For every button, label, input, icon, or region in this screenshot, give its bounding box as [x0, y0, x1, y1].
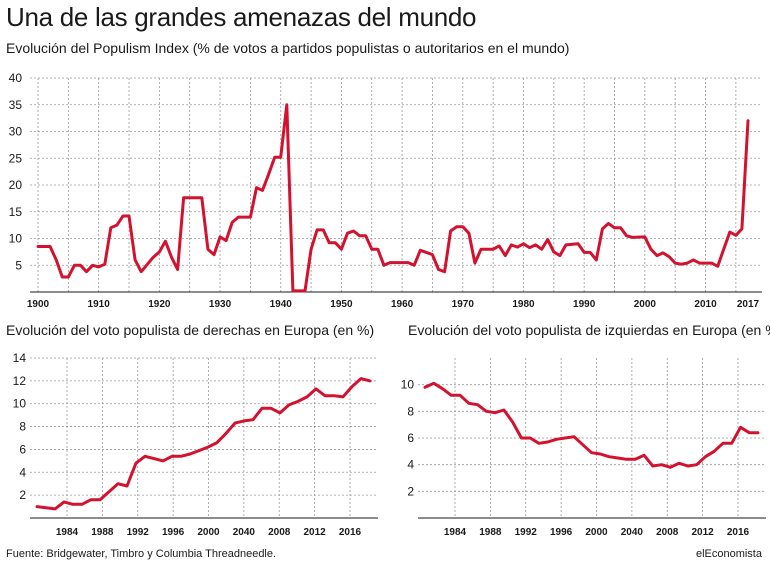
x-tick-label: 1988 [91, 527, 114, 538]
x-tick-label: 1970 [452, 299, 475, 310]
x-tick-label: 2008 [656, 527, 679, 538]
x-tick-label: 1990 [573, 299, 596, 310]
y-tick-label: 6 [19, 442, 26, 456]
x-tick-label: 2000 [197, 527, 220, 538]
y-tick-label: 4 [19, 465, 26, 479]
x-tick-label: 1996 [550, 527, 573, 538]
y-tick-label: 35 [9, 98, 23, 112]
chart-subtitle: Evolución del Populism Index (% de votos… [6, 40, 570, 56]
y-tick-label: 8 [407, 404, 414, 418]
source-note: Fuente: Bridgewater, Timbro y Columbia T… [6, 548, 277, 560]
x-tick-label: 1950 [330, 299, 353, 310]
chart-title: Una de las grandes amenazas del mundo [6, 2, 477, 32]
x-tick-label: 2016 [727, 527, 750, 538]
x-tick-label: 1910 [88, 299, 111, 310]
x-tick-label: 1930 [209, 299, 232, 310]
x-tick-label: 1996 [162, 527, 185, 538]
x-tick-label: 2017 [737, 299, 760, 310]
x-tick-label: 2000 [634, 299, 657, 310]
y-tick-label: 8 [19, 420, 26, 434]
y-tick-label: 40 [9, 71, 23, 85]
y-tick-label: 15 [9, 205, 23, 219]
x-tick-label: 2040 [233, 527, 256, 538]
left-wing-chart-title: Evolución del voto populista de izquierd… [408, 322, 770, 338]
x-tick-label: 1920 [148, 299, 171, 310]
y-tick-label: 5 [15, 258, 22, 272]
x-tick-label: 2000 [585, 527, 608, 538]
y-tick-label: 6 [407, 431, 414, 445]
x-tick-label: 2012 [304, 527, 327, 538]
y-tick-label: 20 [9, 178, 23, 192]
y-tick-label: 30 [9, 125, 23, 139]
x-tick-label: 1992 [515, 527, 538, 538]
x-tick-label: 2040 [621, 527, 644, 538]
populism-index-line [36, 103, 750, 293]
y-tick-label: 12 [13, 374, 27, 388]
x-tick-label: 1984 [56, 527, 79, 538]
x-tick-label: 1900 [27, 299, 50, 310]
x-tick-label: 1940 [270, 299, 293, 310]
y-tick-label: 2 [407, 484, 414, 498]
right-wing-chart-title: Evolución del voto populista de derechas… [6, 322, 375, 338]
y-tick-label: 14 [13, 351, 27, 365]
x-tick-label: 2010 [694, 299, 717, 310]
y-tick-label: 10 [13, 397, 27, 411]
x-tick-label: 1992 [127, 527, 150, 538]
x-tick-label: 2008 [268, 527, 291, 538]
y-tick-label: 10 [401, 378, 415, 392]
x-tick-label: 1960 [391, 299, 414, 310]
y-tick-label: 2 [19, 488, 26, 502]
y-tick-label: 4 [407, 458, 414, 472]
left-wing-vote-line [423, 381, 760, 469]
x-tick-label: 1984 [444, 527, 467, 538]
right-wing-vote-line [35, 377, 372, 511]
brand-logo: elEconomista [695, 548, 762, 560]
y-tick-label: 10 [9, 232, 23, 246]
x-tick-label: 1980 [512, 299, 535, 310]
y-tick-label: 25 [9, 151, 23, 165]
x-tick-label: 2012 [692, 527, 715, 538]
x-tick-label: 1988 [479, 527, 502, 538]
x-tick-label: 2016 [339, 527, 362, 538]
